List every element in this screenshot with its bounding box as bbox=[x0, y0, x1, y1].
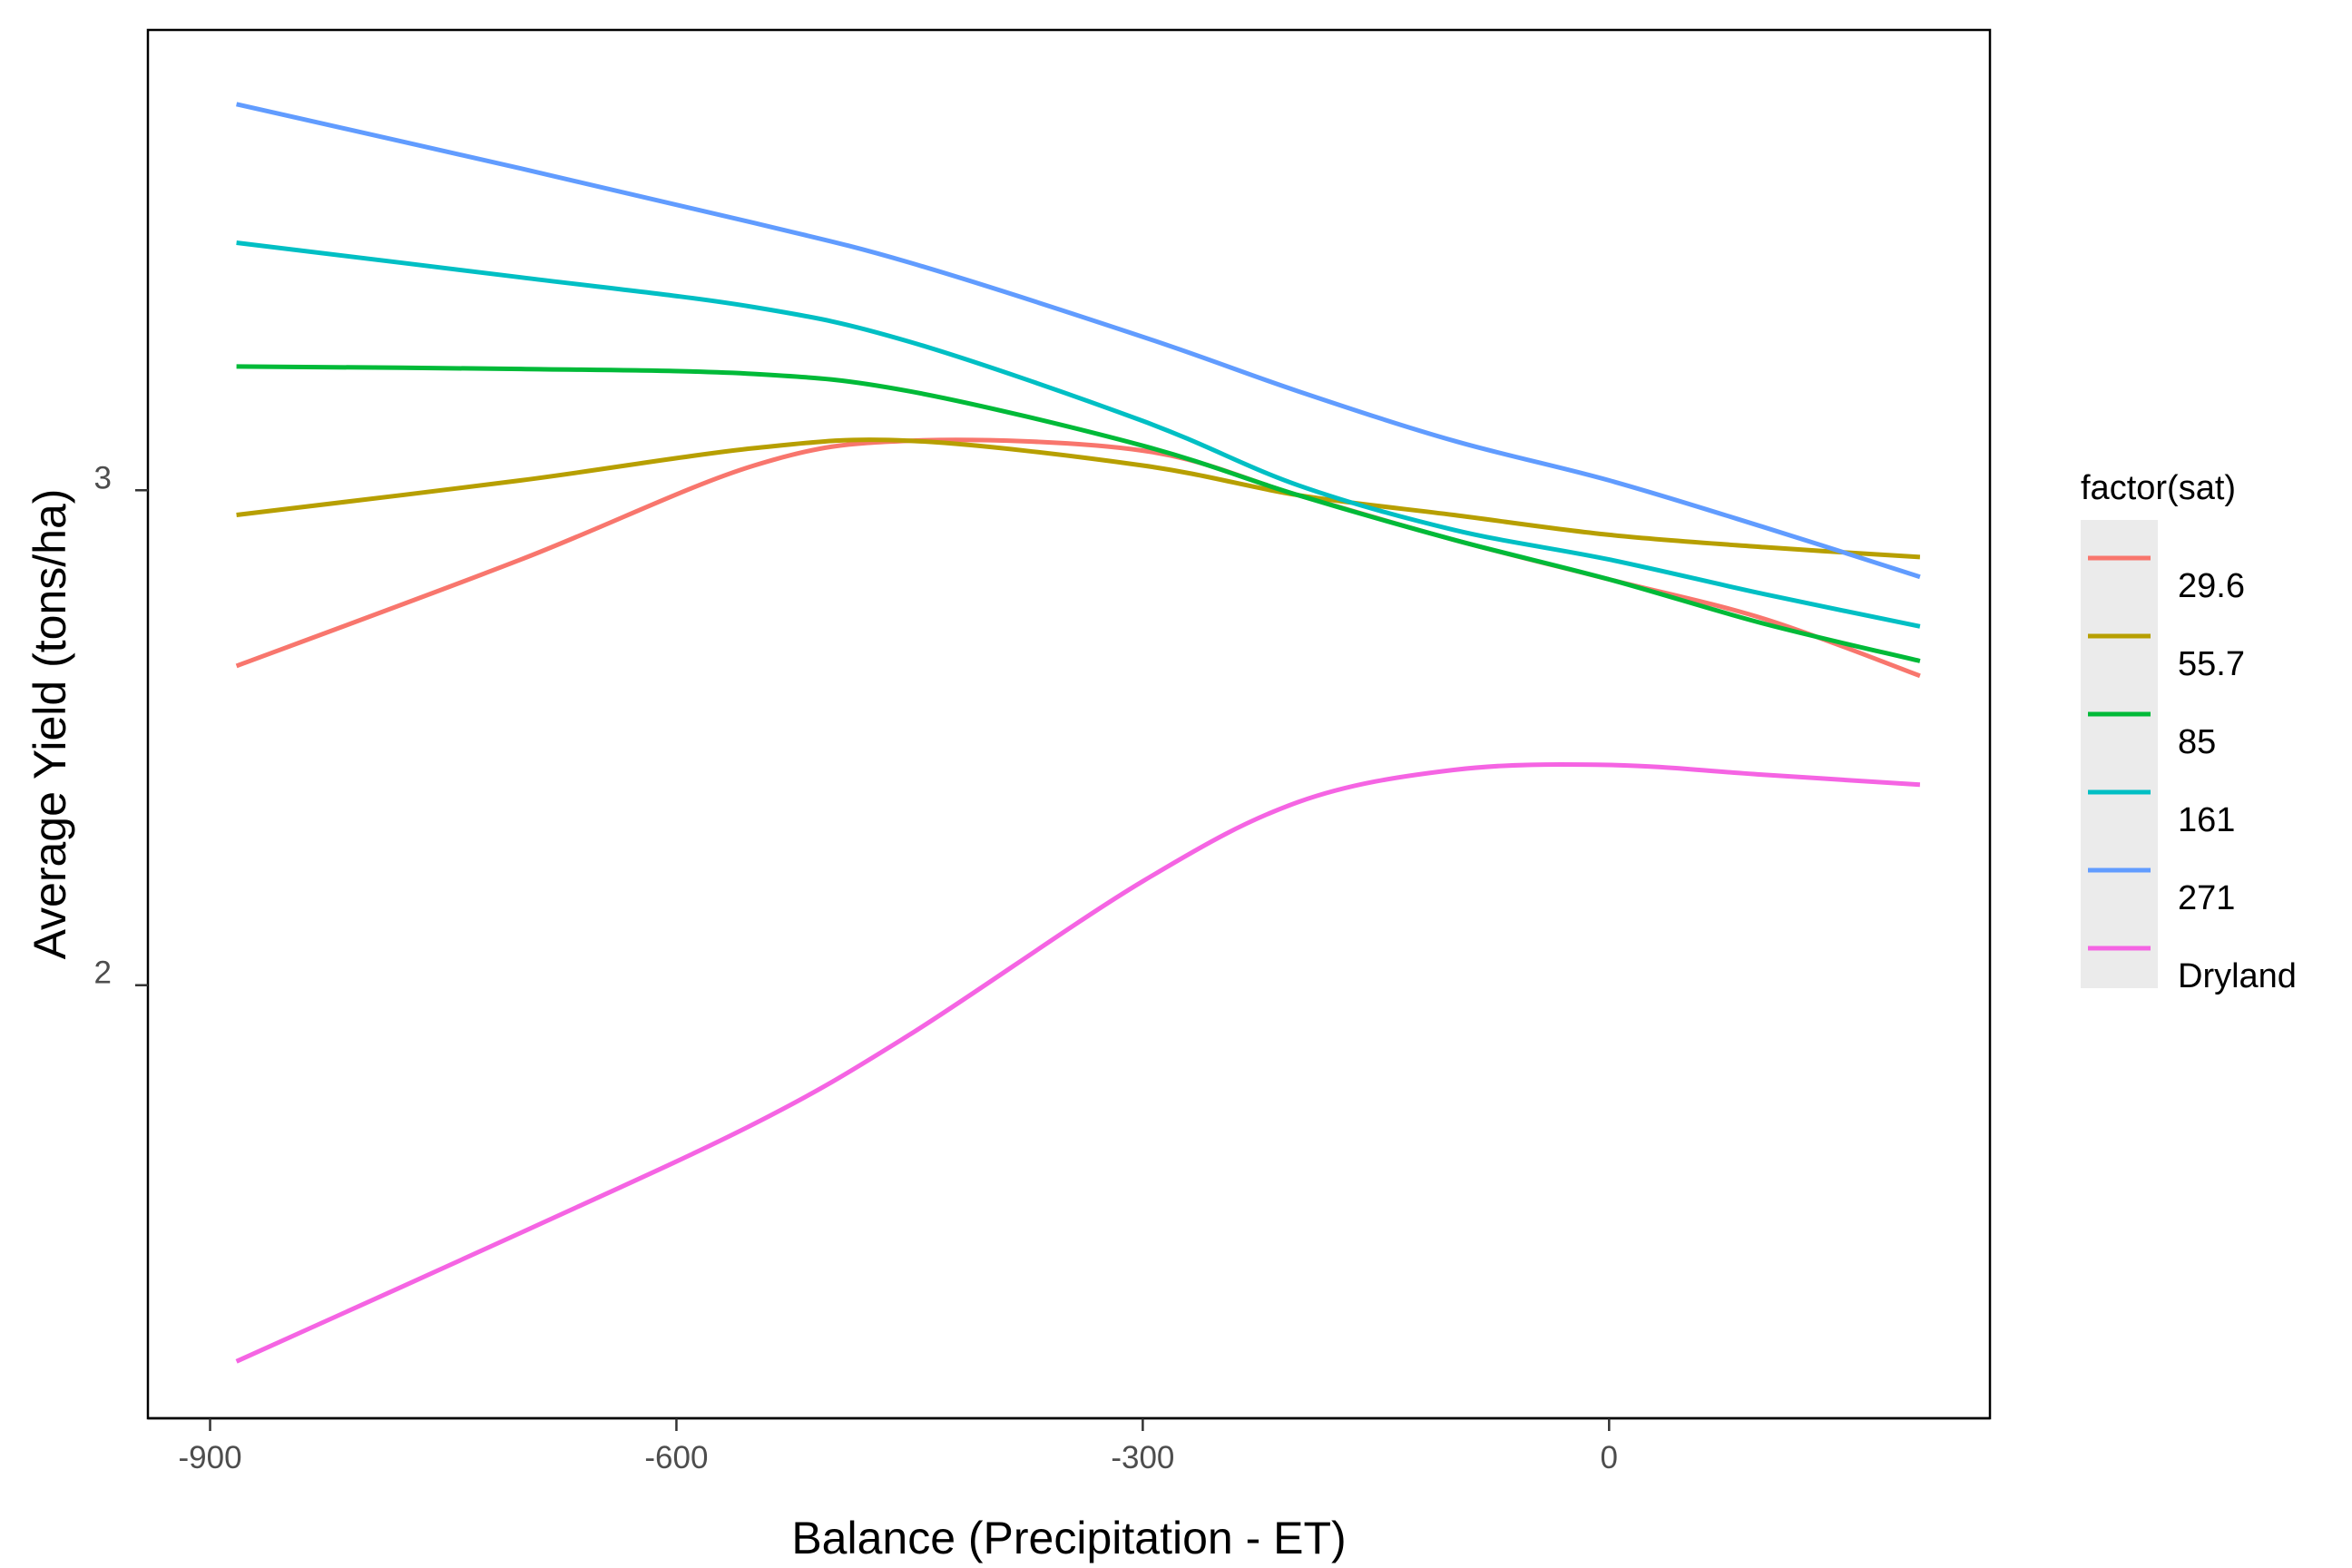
series-line-161 bbox=[236, 240, 1921, 629]
series-line-85 bbox=[236, 364, 1921, 663]
y-axis: 23 bbox=[94, 460, 148, 991]
legend-item-85: 85 bbox=[2088, 711, 2216, 761]
x-tick-label: -300 bbox=[1111, 1440, 1174, 1475]
legend-label: 271 bbox=[2178, 879, 2235, 917]
legend-item-29.6: 29.6 bbox=[2088, 555, 2245, 605]
x-axis-title: Balance (Precipitation - ET) bbox=[791, 1513, 1346, 1563]
legend-label: 161 bbox=[2178, 801, 2235, 839]
series-line-55.7 bbox=[236, 437, 1921, 560]
y-tick-label: 2 bbox=[94, 956, 112, 991]
x-tick-label: 0 bbox=[1601, 1440, 1618, 1475]
series-line-29.6 bbox=[235, 437, 1921, 679]
y-axis-title: Average Yield (tons/ha) bbox=[24, 489, 75, 960]
x-tick-label: -600 bbox=[644, 1440, 708, 1475]
legend-key-background bbox=[2081, 520, 2158, 988]
y-tick-label: 3 bbox=[94, 460, 112, 495]
x-tick-label: -900 bbox=[178, 1440, 241, 1475]
legend-title: factor(sat) bbox=[2081, 469, 2236, 507]
x-axis: -900 -600 -300 0 bbox=[148, 1416, 1990, 1475]
legend-items: 29.6 55.7 85 161 271 Dryland bbox=[2088, 555, 2297, 995]
legend-item-161: 161 bbox=[2088, 789, 2235, 839]
legend-item-dryland: Dryland bbox=[2088, 946, 2297, 995]
legend-label: Dryland bbox=[2178, 957, 2297, 995]
legend: factor(sat) 29.6 55.7 85 161 271 Dryland bbox=[2081, 469, 2297, 995]
series-lines bbox=[235, 102, 1921, 1364]
legend-item-271: 271 bbox=[2088, 867, 2235, 917]
legend-label: 85 bbox=[2178, 723, 2216, 761]
legend-item-55.7: 55.7 bbox=[2088, 633, 2245, 683]
legend-label: 29.6 bbox=[2178, 567, 2245, 605]
legend-label: 55.7 bbox=[2178, 645, 2245, 683]
series-line-271 bbox=[236, 102, 1921, 580]
plot-panel-border bbox=[146, 28, 1992, 1420]
series-line-dryland bbox=[235, 761, 1921, 1364]
